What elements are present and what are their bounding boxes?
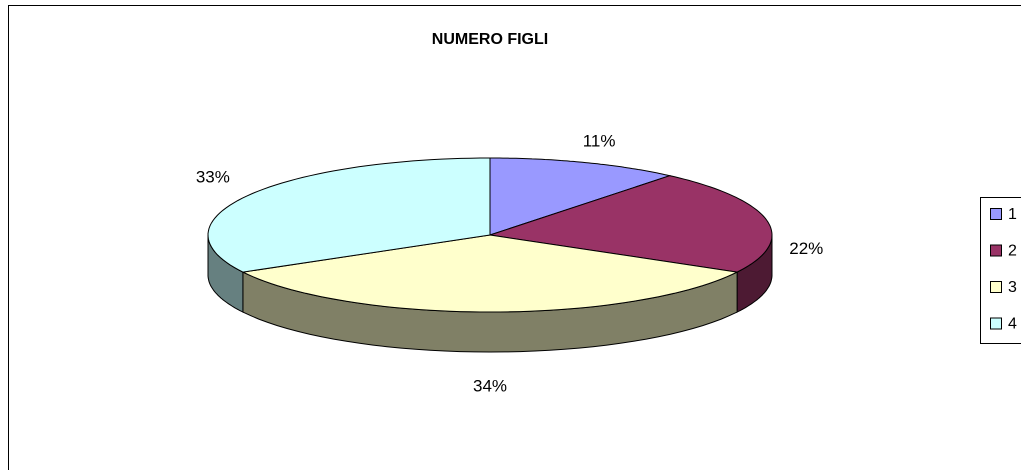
data-label: 22% [789,239,823,258]
legend-swatch [990,317,1002,330]
pie-slice [489,175,773,273]
legend-label: 3 [1008,279,1017,296]
legend-swatch [990,281,1002,293]
legend-label: 1 [1008,206,1017,223]
pie-slice [489,157,672,236]
pie-slice [207,157,491,273]
pie-slice [241,234,739,313]
chart-title: NUMERO FIGLI [432,31,548,48]
data-label: 11% [583,131,616,150]
legend-label: 4 [1008,316,1017,333]
legend: 1 2 3 4 [980,197,1021,344]
legend-swatch [990,208,1002,220]
data-label: 34% [473,376,507,395]
legend-swatch [990,244,1002,257]
data-label: 33% [196,167,230,186]
legend-label: 2 [1008,243,1017,260]
